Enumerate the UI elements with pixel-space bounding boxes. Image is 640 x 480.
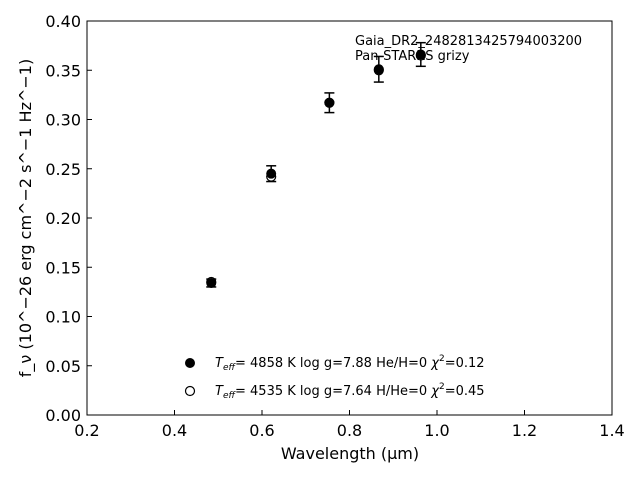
legend-marker-filled (185, 358, 195, 368)
y-tick-label: 0.30 (45, 111, 81, 130)
y-tick-label: 0.35 (45, 61, 81, 80)
data-point-filled (373, 64, 384, 75)
x-tick-label: 0.2 (74, 421, 99, 440)
legend-entry-2: Teff= 4535 K log g=7.64 H/He=0 χ2=0.45 (184, 382, 485, 401)
legend-2-chi-text: =0.45 (445, 384, 485, 399)
legend-1-chi-text: =0.12 (445, 356, 485, 371)
legend-2-chi-sup: 2 (439, 382, 445, 392)
data-point-filled (415, 49, 426, 60)
legend-2-text: = 4535 K log g=7.64 H/He=0 (235, 384, 431, 399)
x-tick-label: 1.0 (424, 421, 449, 440)
y-tick-label: 0.40 (45, 12, 81, 31)
data-point-filled (206, 278, 217, 289)
x-axis-label: Wavelength (μm) (281, 444, 419, 463)
legend: Teff= 4858 K log g=7.88 He/H=0 χ2=0.12 T… (184, 354, 485, 401)
legend-1-text: = 4858 K log g=7.88 He/H=0 (235, 356, 431, 371)
data-point-filled (266, 168, 277, 179)
y-tick-label: 0.25 (45, 160, 81, 179)
x-tick-label: 0.6 (249, 421, 274, 440)
legend-2-teff-sub: eff (223, 391, 237, 401)
chart-annotation-line1: Gaia_DR2_2482813425794003200 (355, 34, 582, 49)
legend-1-teff-label: T (215, 356, 224, 371)
legend-2-teff-label: T (215, 384, 224, 399)
svg-text:Teff= 4535 K log g=7.64 H/H: Teff= 4535 K log g=7.64 H/He=0 χ2=0.45 (215, 382, 485, 401)
axis-ticks: 0.2 0.4 0.6 0.8 1.0 1.2 1.4 0.00 0.05 0.10 0.15 0.2… (45, 12, 624, 440)
y-tick-label: 0.00 (45, 406, 81, 425)
y-tick-label: 0.10 (45, 308, 81, 327)
x-tick-label: 1.4 (599, 421, 624, 440)
legend-2-chi-label: χ (430, 384, 440, 399)
y-tick-label: 0.05 (45, 357, 81, 376)
plot-frame (86, 20, 613, 416)
x-tick-label: 0.8 (337, 421, 362, 440)
legend-marker-open (184, 385, 196, 397)
y-tick-label: 0.20 (45, 209, 81, 228)
chart-marks (206, 41, 426, 289)
svg-text:Teff= 4858 K log g=7.88 He/: Teff= 4858 K log g=7.88 He/H=0 χ2=0.12 (215, 354, 485, 373)
y-axis-label: f_ν (10^−26 erg cm^−2 s^−1 Hz^−1) (16, 59, 36, 377)
legend-entry-1: Teff= 4858 K log g=7.88 He/H=0 χ2=0.12 (185, 354, 485, 373)
legend-1-teff-sub: eff (223, 363, 237, 373)
legend-1-chi-label: χ (430, 356, 440, 371)
chart-annotation-line2: Pan-STARRS grizy (355, 49, 470, 64)
data-point-filled (324, 97, 335, 108)
y-tick-label: 0.15 (45, 258, 81, 277)
x-tick-label: 1.2 (512, 421, 537, 440)
legend-1-chi-sup: 2 (439, 354, 445, 364)
x-tick-label: 0.4 (162, 421, 187, 440)
